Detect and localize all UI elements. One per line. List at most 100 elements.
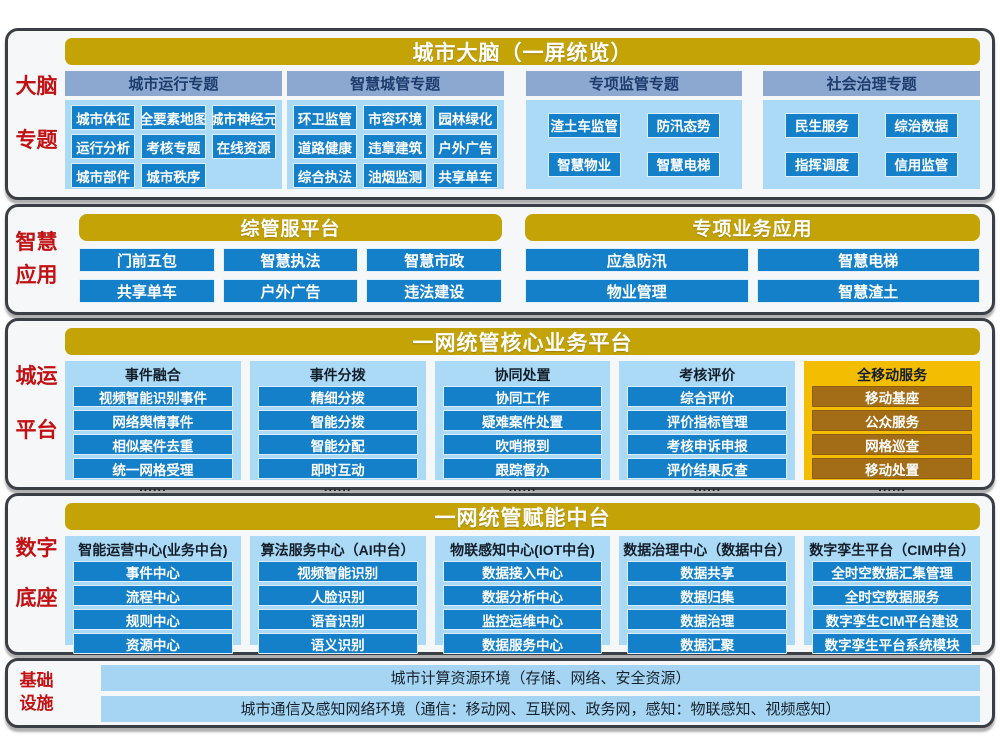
layer-digital-base: 数字 底座 一网统管赋能中台 智能运营中心(业务中台) 事件中心 流程中心 规则中心资… [5, 493, 995, 655]
column-header: 物联感知中心(IOT中台) [450, 541, 595, 558]
topic-chip: 综合执法 [292, 163, 357, 188]
column-chip: 统一网格受理 [73, 458, 233, 479]
topic-chip: 道路健康 [292, 134, 357, 159]
app-grid: 门前五包 智慧执法 智慧市政 共享单车 户外广告 违法建设 [79, 248, 503, 303]
column-chip: 数据归集 [627, 585, 788, 606]
topic-group-row: 城市运行专题 城市体征 全要素地图 城市神经元 运行分析 考核专题 在线资源 城市部件 城市秩序… [65, 71, 980, 189]
core-platform-title-bar: 一网统管核心业务平台 [65, 328, 980, 355]
layer-label-line: 城运 [15, 365, 58, 389]
app-group: 专项业务应用 应急防汛 智慧电梯 物业管理 智慧渣土 [525, 214, 980, 303]
app-chip: 智慧市政 [366, 248, 503, 272]
topic-panel: 民生服务 综治数据 指挥调度 信用监管 [763, 100, 980, 189]
topic-chip: 市容环境 [363, 105, 428, 130]
column-chip: 网格巡查 [812, 434, 972, 455]
column-header: 考核评价 [679, 366, 736, 383]
column-header: 算法服务中心（AI中台） [260, 541, 415, 558]
layer-label-infra: 基础 设施 [8, 661, 65, 725]
app-chip: 物业管理 [525, 279, 749, 303]
layer-content: 城市计算资源环境（存储、网络、安全资源） 城市通信及感知网络环境（通信：移动网、互… [65, 661, 992, 725]
column-chip: 数据治理 [627, 609, 788, 630]
topic-chip: 渣土车监管 [547, 112, 621, 138]
column-chip: 全时空数据服务 [812, 585, 972, 606]
platform-column: 协同处置 协同工作 疑难案件处置 吹哨报到 跟踪督办...... [434, 361, 611, 493]
column-chip: 协同工作 [442, 386, 603, 407]
column-header: 全移动服务 [857, 366, 928, 383]
topic-chip: 智慧物业 [547, 151, 621, 177]
platform-column: 考核评价 综合评价 评价指标管理 考核申诉申报 评价结果反查...... [619, 361, 796, 493]
platform-column: 事件分拨 精细分拨 智能分拨 智能分配 即时互动...... [249, 361, 426, 493]
topic-chip: 户外广告 [433, 134, 498, 159]
topic-chip: 环卫监管 [292, 105, 357, 130]
more-dots: ...... [878, 479, 906, 494]
layer-label-line: 大脑 [15, 75, 58, 99]
platform-column-row: 事件融合 视频智能识别事件 网络舆情事件 相似案件去重 统一网格受理...... 事件分拨… [65, 361, 980, 493]
topic-panel: 环卫监管 市容环境 园林绿化 道路健康 违章建筑 户外广告 综合执法 油烟监测 共享单车 [286, 100, 504, 189]
infrastructure-bar-stack: 城市计算资源环境（存储、网络、安全资源） 城市通信及感知网络环境（通信：移动网、互… [65, 661, 980, 725]
infrastructure-bar: 城市计算资源环境（存储、网络、安全资源） [101, 664, 980, 691]
column-chip: 数据共享 [627, 561, 788, 582]
enabling-platform-title-bar: 一网统管赋能中台 [65, 503, 980, 530]
column-chip: 数据服务中心 [442, 633, 603, 654]
topic-group: 专项监管专题 渣土车监管 防汛态势 智慧物业 智慧电梯 [525, 71, 743, 189]
column-chip: 数据汇聚 [627, 633, 788, 654]
layer-label-line: 基础 [19, 671, 54, 691]
base-column: 智能运营中心(业务中台) 事件中心 流程中心 规则中心 资源中心 [65, 536, 241, 654]
column-chip: 数据分析中心 [442, 585, 603, 606]
layer-brain-topics: 大脑 专题 城市大脑（一屏统览） 城市运行专题城市体征 全要素地图 城市神经元运行分… [5, 28, 995, 200]
layer-label-line: 底座 [15, 586, 58, 610]
city-brain-title-bar: 城市大脑（一屏统览） [65, 38, 980, 65]
base-column-row: 智能运营中心(业务中台) 事件中心 流程中心 规则中心 资源中心 算法服务中心（AI中台）… [65, 536, 980, 654]
topic-chip: 园林绿化 [433, 105, 498, 130]
app-group: 综管服平台 门前五包 智慧执法 智慧市政 共享单车 户外广告 违法建设 [79, 214, 503, 303]
app-chip: 违法建设 [366, 279, 503, 303]
column-chip: 视频智能识别 [257, 561, 418, 582]
column-chip: 即时互动 [257, 458, 418, 479]
column-chip: 相似案件去重 [73, 434, 233, 455]
column-chip: 疑难案件处置 [442, 410, 603, 431]
column-chip: 视频智能识别事件 [73, 386, 233, 407]
column-chip: 语义识别 [257, 633, 418, 654]
column-header: 智能运营中心(业务中台) [78, 541, 228, 558]
topic-chip: 城市神经元 [211, 105, 276, 130]
column-chip: 综合评价 [627, 386, 788, 407]
column-header: 事件分拨 [309, 366, 366, 383]
topic-panel: 城市体征 全要素地图 城市神经元 运行分析 考核专题 在线资源 城市部件 城市秩序 [65, 100, 282, 189]
layer-label-line: 专题 [15, 128, 58, 152]
topic-chip: 共享单车 [433, 163, 498, 188]
column-chip: 吹哨报到 [442, 434, 603, 455]
topic-chip: 信用监管 [884, 151, 958, 177]
app-chip: 共享单车 [79, 279, 215, 303]
column-chip: 移动基座 [812, 386, 972, 407]
column-chip: 智能分拨 [257, 410, 418, 431]
platform-column: 事件融合 视频智能识别事件 网络舆情事件 相似案件去重 统一网格受理...... [65, 361, 241, 493]
column-chip: 语音识别 [257, 609, 418, 630]
layer-city-operations-platform: 城运 平台 一网统管核心业务平台 事件融合 视频智能识别事件 网络舆情事件 相似案件去… [5, 318, 995, 493]
topic-chip: 在线资源 [211, 134, 276, 159]
app-chip: 户外广告 [222, 279, 359, 303]
topic-group-header: 专项监管专题 [525, 71, 743, 96]
column-chip: 规则中心 [73, 609, 233, 630]
topic-group-header: 城市运行专题 [65, 71, 282, 96]
topic-chip: 违章建筑 [363, 134, 428, 159]
topic-chip: 运行分析 [71, 134, 136, 159]
app-chip: 智慧执法 [222, 248, 359, 272]
layer-label-brain: 大脑 专题 [8, 31, 65, 197]
topic-chip: 城市体征 [71, 105, 136, 130]
base-column: 算法服务中心（AI中台） 视频智能识别 人脸识别 语音识别 语义识别 [249, 536, 426, 654]
more-dots: ...... [508, 479, 537, 494]
column-chip: 评价结果反查 [627, 458, 788, 479]
topic-group-header: 智慧城管专题 [286, 71, 504, 96]
column-chip: 跟踪督办 [442, 458, 603, 479]
app-group-title-bar: 专项业务应用 [525, 214, 980, 241]
infrastructure-bar: 城市通信及感知网络环境（通信：移动网、互联网、政务网，感知：物联感知、视频感知） [101, 695, 980, 722]
layer-label-apps: 智慧 应用 [8, 207, 65, 312]
column-chip: 监控运维中心 [442, 609, 603, 630]
topic-chip: 指挥调度 [785, 151, 859, 177]
layer-smart-applications: 智慧 应用 综管服平台 门前五包 智慧执法 智慧市政 共享单车 户外广告 违法建设 专项业务应… [5, 204, 995, 315]
topic-chip: 全要素地图 [141, 105, 206, 130]
topic-group: 社会治理专题 民生服务 综治数据 指挥调度 信用监管 [763, 71, 980, 189]
topic-chip: 民生服务 [785, 112, 859, 138]
topic-group: 智慧城管专题 环卫监管 市容环境 园林绿化 道路健康 违章建筑 户外广告 综合执法 油烟监测 共享… [286, 71, 504, 189]
column-header: 事件融合 [124, 366, 181, 383]
